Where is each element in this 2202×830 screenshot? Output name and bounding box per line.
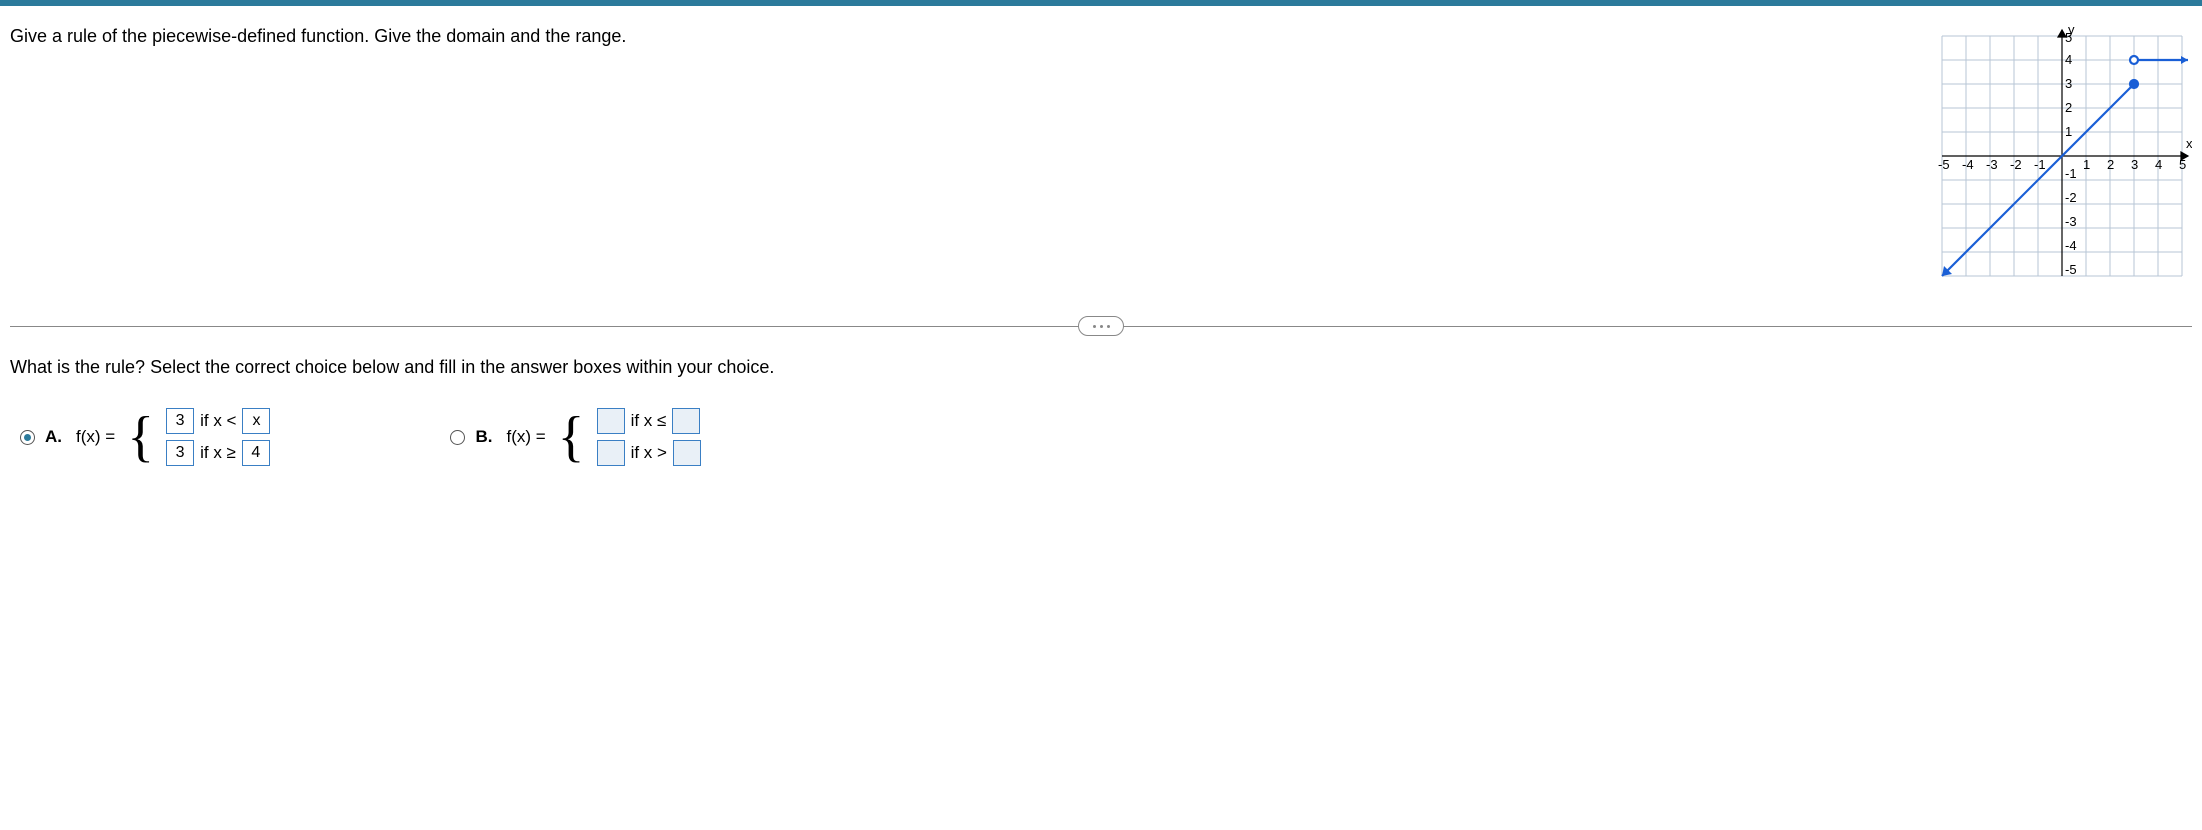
answer-box-a2-bound[interactable]: 4 [242, 440, 270, 466]
answer-box-b2-bound[interactable] [673, 440, 701, 466]
svg-text:2: 2 [2107, 157, 2114, 172]
svg-text:-3: -3 [1986, 157, 1998, 172]
choice-b-piece2: if x > [597, 440, 701, 466]
svg-text:3: 3 [2065, 76, 2072, 91]
svg-text:1: 1 [2083, 157, 2090, 172]
radio-b[interactable] [450, 430, 465, 445]
question-row: Give a rule of the piecewise-defined fun… [10, 26, 2192, 286]
divider [10, 326, 2192, 327]
answer-box-b1-val[interactable] [597, 408, 625, 434]
choice-a-piece1-cond: if x < [200, 411, 236, 431]
svg-text:4: 4 [2155, 157, 2162, 172]
svg-text:-2: -2 [2065, 190, 2077, 205]
svg-text:4: 4 [2065, 52, 2072, 67]
svg-text:-1: -1 [2034, 157, 2046, 172]
choice-b-piece1-cond: if x ≤ [631, 411, 667, 431]
graph: -5-4-3-2-1 12345 -5-4-3-2-1 12345 y x [1932, 26, 2192, 286]
answer-box-a2-val[interactable]: 3 [166, 440, 194, 466]
choice-a[interactable]: A. f(x) = { 3 if x < x 3 if x ≥ 4 [20, 408, 270, 466]
svg-text:-4: -4 [1962, 157, 1974, 172]
y-axis-label: y [2068, 26, 2075, 37]
brace-icon: { [558, 412, 585, 462]
content: Give a rule of the piecewise-defined fun… [0, 6, 2202, 466]
choice-a-label: A. [45, 427, 62, 447]
sub-prompt: What is the rule? Select the correct cho… [10, 357, 2192, 378]
choice-b-prefix: f(x) = [506, 427, 545, 447]
radio-a[interactable] [20, 430, 35, 445]
choice-b[interactable]: B. f(x) = { if x ≤ if x > [450, 408, 700, 466]
choice-a-pieces: 3 if x < x 3 if x ≥ 4 [166, 408, 270, 466]
svg-text:5: 5 [2179, 157, 2186, 172]
svg-text:-1: -1 [2065, 166, 2077, 181]
x-axis-label: x [2186, 136, 2192, 151]
svg-text:-3: -3 [2065, 214, 2077, 229]
svg-text:2: 2 [2065, 100, 2072, 115]
choice-a-piece1: 3 if x < x [166, 408, 270, 434]
svg-text:-2: -2 [2010, 157, 2022, 172]
choice-a-piece2-cond: if x ≥ [200, 443, 236, 463]
ellipsis-button[interactable] [1078, 316, 1124, 336]
brace-icon: { [127, 412, 154, 462]
answer-box-b2-val[interactable] [597, 440, 625, 466]
question-prompt: Give a rule of the piecewise-defined fun… [10, 26, 1892, 47]
svg-text:-5: -5 [1938, 157, 1950, 172]
svg-text:1: 1 [2065, 124, 2072, 139]
svg-text:-5: -5 [2065, 262, 2077, 277]
answer-box-b1-bound[interactable] [672, 408, 700, 434]
choice-b-piece1: if x ≤ [597, 408, 701, 434]
choice-b-piece2-cond: if x > [631, 443, 667, 463]
choice-a-prefix: f(x) = [76, 427, 115, 447]
svg-text:3: 3 [2131, 157, 2138, 172]
choice-a-piece2: 3 if x ≥ 4 [166, 440, 270, 466]
choices: A. f(x) = { 3 if x < x 3 if x ≥ 4 B. f(x… [10, 408, 2192, 466]
graph-svg: -5-4-3-2-1 12345 -5-4-3-2-1 12345 y x [1932, 26, 2192, 286]
choice-b-label: B. [475, 427, 492, 447]
answer-box-a1-val[interactable]: 3 [166, 408, 194, 434]
svg-text:-4: -4 [2065, 238, 2077, 253]
answer-box-a1-bound[interactable]: x [242, 408, 270, 434]
choice-b-pieces: if x ≤ if x > [597, 408, 701, 466]
